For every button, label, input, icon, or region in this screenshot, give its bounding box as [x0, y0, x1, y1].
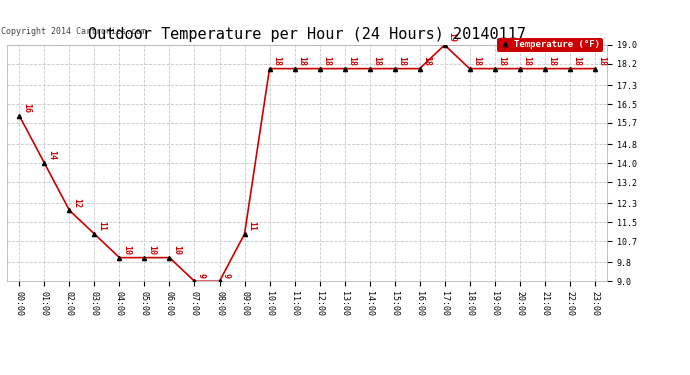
Text: 18: 18 — [572, 56, 581, 66]
Text: 18: 18 — [347, 56, 356, 66]
Text: 19: 19 — [447, 32, 456, 42]
Text: 9: 9 — [197, 273, 206, 279]
Text: 18: 18 — [297, 56, 306, 66]
Text: 12: 12 — [72, 198, 81, 208]
Text: Copyright 2014 Cartronics.com: Copyright 2014 Cartronics.com — [1, 27, 146, 36]
Text: 10: 10 — [172, 245, 181, 255]
Text: 18: 18 — [397, 56, 406, 66]
Text: 14: 14 — [47, 150, 56, 160]
Text: 18: 18 — [547, 56, 556, 66]
Text: 18: 18 — [597, 56, 606, 66]
Text: 18: 18 — [422, 56, 431, 66]
Text: 18: 18 — [497, 56, 506, 66]
Text: 18: 18 — [272, 56, 281, 66]
Title: Outdoor Temperature per Hour (24 Hours) 20140117: Outdoor Temperature per Hour (24 Hours) … — [88, 27, 526, 42]
Text: 18: 18 — [322, 56, 331, 66]
Text: 10: 10 — [147, 245, 156, 255]
Text: 18: 18 — [522, 56, 531, 66]
Legend: Temperature (°F): Temperature (°F) — [497, 38, 602, 52]
Text: 11: 11 — [97, 221, 106, 231]
Text: 9: 9 — [222, 273, 231, 279]
Text: 11: 11 — [247, 221, 256, 231]
Text: 18: 18 — [472, 56, 481, 66]
Text: 18: 18 — [372, 56, 381, 66]
Text: 16: 16 — [22, 103, 31, 113]
Text: 10: 10 — [122, 245, 131, 255]
